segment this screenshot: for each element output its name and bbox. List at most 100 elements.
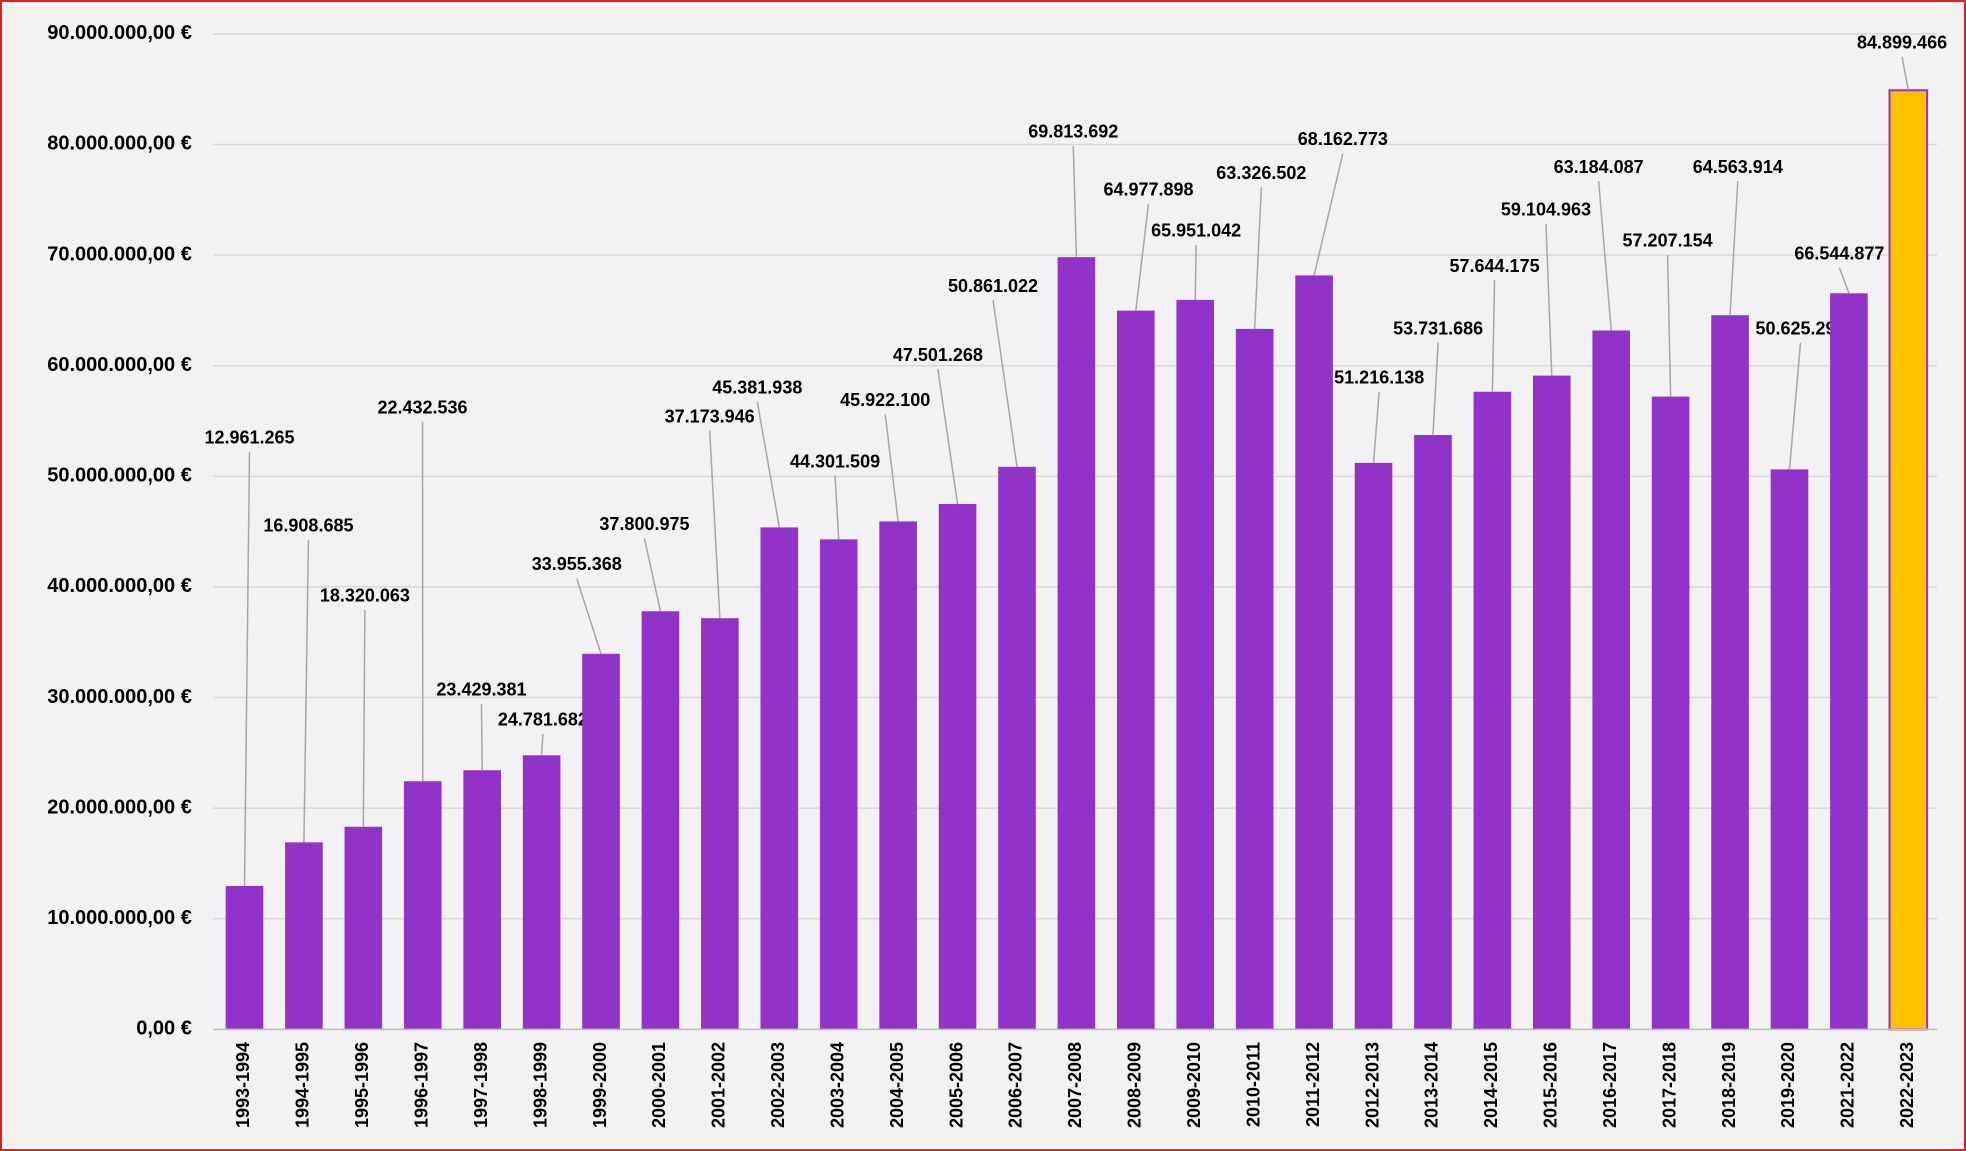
x-tick-label: 2019-2020 (1778, 1042, 1798, 1128)
bar (879, 521, 917, 1030)
value-label: 57.207.154 (1623, 231, 1713, 251)
x-tick-label: 1994-1995 (293, 1042, 313, 1128)
x-tick-label: 1997-1998 (471, 1042, 491, 1128)
bar (1473, 391, 1512, 1030)
x-tick-label: 2013-2014 (1422, 1042, 1442, 1128)
value-label: 51.216.138 (1334, 367, 1424, 387)
y-tick-label: 40.000.000,00 € (47, 575, 192, 597)
x-tick-label: 2016-2017 (1600, 1042, 1620, 1128)
leader-line (1432, 342, 1439, 436)
x-tick-label: 2014-2015 (1481, 1042, 1501, 1128)
bar (1830, 293, 1868, 1030)
value-label: 69.813.692 (1028, 122, 1118, 142)
value-label: 22.432.536 (377, 397, 467, 417)
leader-line (1313, 153, 1344, 276)
bar (1651, 396, 1690, 1030)
bar (641, 611, 680, 1030)
y-tick-label: 80.000.000,00 € (47, 133, 192, 155)
bar (760, 527, 799, 1030)
value-label: 33.955.368 (532, 554, 622, 574)
leader-line (1491, 280, 1496, 392)
y-tick-label: 60.000.000,00 € (47, 354, 192, 376)
leader-line (1135, 203, 1150, 311)
x-tick-label: 2008-2009 (1125, 1042, 1145, 1128)
value-label: 66.544.877 (1794, 243, 1884, 263)
leader-line (937, 368, 959, 505)
x-tick-label: 1996-1997 (412, 1042, 432, 1128)
bar (1057, 257, 1096, 1030)
leader-line (576, 578, 602, 655)
leader-line (1729, 180, 1739, 316)
value-label: 57.644.175 (1450, 256, 1540, 276)
x-tick-label: 2003-2004 (827, 1042, 847, 1128)
bar (1117, 310, 1155, 1030)
bar (1592, 330, 1631, 1030)
leader-line (1072, 145, 1078, 258)
leader-line (1788, 342, 1802, 470)
value-label: 50.625.295 (1755, 319, 1845, 339)
bar (225, 886, 264, 1030)
value-label: 47.501.268 (893, 345, 983, 365)
value-label: 53.731.686 (1393, 319, 1483, 339)
value-label: 12.961.265 (204, 428, 294, 448)
bar (938, 503, 977, 1030)
value-label: 23.429.381 (436, 680, 526, 700)
value-label: 18.320.063 (320, 586, 410, 606)
x-tick-label: 2005-2006 (946, 1042, 966, 1128)
leader-line (243, 451, 251, 887)
x-tick-label: 2000-2001 (649, 1042, 669, 1128)
value-label: 68.162.773 (1298, 129, 1388, 149)
bar (998, 466, 1036, 1030)
value-label: 64.977.898 (1103, 179, 1193, 199)
value-label: 65.951.042 (1151, 221, 1241, 241)
leader-line (1194, 244, 1197, 300)
value-label: 59.104.963 (1501, 199, 1591, 219)
x-tick-label: 2010-2011 (1243, 1042, 1263, 1127)
x-tick-label: 1999-2000 (590, 1042, 610, 1128)
leader-line (1372, 391, 1380, 463)
leader-line (1901, 56, 1910, 91)
bar (1711, 315, 1749, 1030)
value-label: 64.563.914 (1693, 157, 1783, 177)
x-tick-label: 2011-2012 (1303, 1042, 1323, 1127)
x-tick-label: 2007-2008 (1065, 1042, 1085, 1128)
bar (1176, 299, 1215, 1030)
x-tick-label: 2015-2016 (1541, 1042, 1561, 1128)
leader-line (1838, 267, 1850, 294)
bar (1295, 275, 1333, 1030)
value-label: 16.908.685 (263, 515, 353, 535)
x-tick-label: 1993-1994 (233, 1042, 253, 1128)
value-label: 37.173.946 (665, 406, 755, 426)
bar (285, 842, 323, 1030)
bar (1354, 462, 1393, 1030)
value-label: 84.899.466 (1857, 33, 1947, 53)
leader-line (834, 475, 840, 540)
x-tick-label: 2001-2002 (709, 1042, 729, 1128)
y-tick-label: 0,00 € (136, 1018, 192, 1040)
value-label: 50.861.022 (948, 276, 1038, 296)
bar (1414, 435, 1452, 1030)
bar (1235, 328, 1274, 1030)
value-label: 45.381.938 (712, 377, 802, 397)
bar (403, 781, 442, 1030)
leader-line (1545, 223, 1553, 376)
value-label: 63.184.087 (1554, 157, 1644, 177)
y-tick-label: 10.000.000,00 € (47, 907, 192, 929)
leader-line (884, 414, 899, 522)
bar (582, 653, 620, 1030)
value-label: 63.326.502 (1216, 163, 1306, 183)
y-tick-label: 50.000.000,00 € (47, 465, 192, 487)
bar (344, 826, 383, 1030)
bar (701, 618, 739, 1030)
bar (1770, 469, 1809, 1030)
leader-line (756, 401, 781, 528)
y-tick-label: 90.000.000,00 € (47, 22, 192, 44)
leader-line (708, 430, 721, 619)
x-tick-label: 2021-2022 (1838, 1042, 1858, 1128)
bar (819, 539, 858, 1030)
leader-line (1253, 187, 1263, 329)
y-tick-label: 30.000.000,00 € (47, 686, 192, 708)
leader-line (480, 703, 483, 771)
bar (1888, 89, 1929, 1031)
